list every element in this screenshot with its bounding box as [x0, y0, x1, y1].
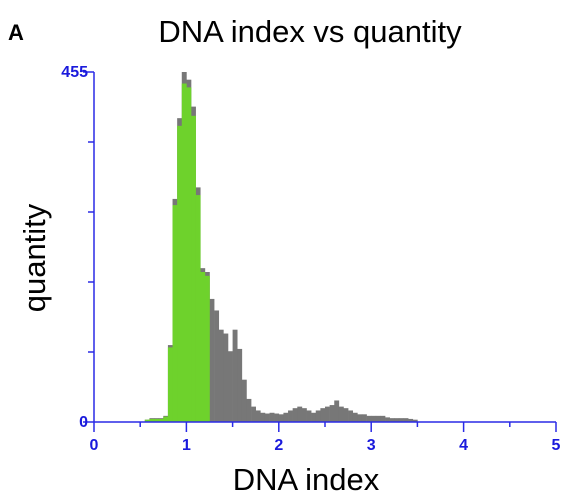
green-bar: [172, 205, 178, 422]
y-axis-title: quantity: [17, 203, 52, 312]
gray-bar: [352, 412, 358, 422]
y-tick-label: 455: [61, 64, 88, 81]
gray-bar: [334, 400, 340, 422]
gray-bar: [237, 348, 243, 422]
gray-bar: [403, 418, 409, 422]
x-tick-label: 2: [274, 437, 283, 454]
gray-bar: [209, 298, 215, 422]
green-bar-series: [144, 83, 210, 423]
gray-bar: [218, 329, 224, 422]
green-bar: [163, 416, 169, 422]
green-bar: [177, 125, 183, 422]
gray-bar: [320, 408, 326, 422]
gray-bar: [311, 412, 317, 422]
gray-bar: [338, 406, 344, 422]
green-bar: [154, 418, 159, 422]
gray-bar: [394, 418, 400, 422]
gray-bar: [227, 351, 233, 422]
gray-bar: [301, 408, 307, 422]
gray-bar: [241, 379, 247, 422]
gray-bar: [408, 418, 414, 422]
gray-bar: [297, 406, 303, 422]
gray-bar: [371, 415, 377, 422]
gray-bar: [232, 329, 238, 422]
gray-bar: [255, 410, 261, 422]
gray-bar: [385, 417, 390, 422]
x-axis-ticks: 0 1 2 3 4 5: [90, 422, 561, 454]
green-bar: [204, 275, 210, 422]
gray-bar: [246, 398, 252, 422]
gray-bar: [283, 412, 289, 422]
y-axis-ticks: 0 455: [61, 64, 94, 431]
gray-bar: [375, 415, 381, 422]
gray-bar: [260, 412, 266, 422]
x-tick-label: 0: [90, 437, 99, 454]
gray-bar: [292, 408, 298, 422]
gray-bar: [325, 406, 330, 422]
gray-bar: [288, 410, 293, 422]
gray-bar: [398, 418, 404, 422]
x-tick-label: 1: [182, 437, 191, 454]
gray-bar: [306, 410, 312, 422]
gray-bar: [357, 414, 363, 422]
gray-bar: [329, 405, 335, 422]
gray-bar: [412, 419, 418, 422]
gray-bar: [269, 412, 275, 422]
green-bar: [186, 87, 192, 422]
green-bar: [158, 418, 164, 422]
x-tick-label: 3: [367, 437, 376, 454]
green-bar: [181, 83, 187, 423]
green-bar: [167, 347, 173, 422]
gray-bar: [348, 410, 354, 422]
gray-bar: [223, 333, 229, 422]
gray-bar: [264, 413, 270, 422]
panel-label: A: [8, 20, 24, 45]
chart-title: DNA index vs quantity: [158, 14, 462, 49]
gray-bar: [251, 406, 256, 422]
green-bar: [144, 419, 150, 422]
gray-bar: [274, 413, 280, 422]
gray-bar: [343, 408, 349, 422]
gray-bar: [366, 415, 372, 422]
gray-bar: [278, 414, 284, 422]
x-axis-title: DNA index: [233, 462, 380, 497]
y-tick-label: 0: [79, 414, 88, 431]
green-bar: [195, 195, 201, 422]
gray-bar: [361, 414, 367, 422]
green-bar: [191, 115, 196, 422]
green-bar: [200, 272, 206, 422]
gray-bar: [389, 418, 395, 422]
x-tick-label: 4: [459, 437, 468, 454]
green-bar: [149, 418, 155, 422]
gray-bar: [380, 415, 386, 422]
gray-bar: [214, 310, 220, 422]
gray-bar: [315, 410, 321, 422]
x-tick-label: 5: [552, 437, 561, 454]
